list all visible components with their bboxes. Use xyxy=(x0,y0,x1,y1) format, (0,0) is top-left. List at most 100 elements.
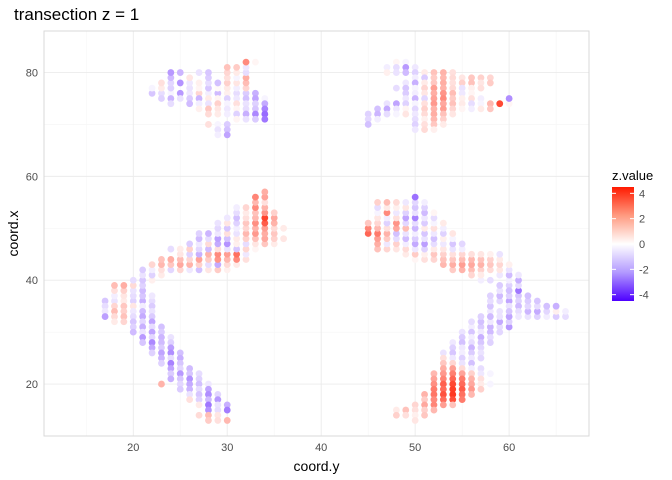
data-point xyxy=(411,126,419,134)
data-point xyxy=(439,84,447,92)
data-point xyxy=(242,79,250,87)
data-point xyxy=(195,69,203,76)
data-point xyxy=(111,318,118,326)
data-point xyxy=(158,323,165,331)
data-point xyxy=(430,224,438,232)
data-point xyxy=(223,63,231,71)
data-point xyxy=(383,240,391,248)
data-point xyxy=(195,235,203,243)
data-point xyxy=(167,84,175,92)
data-point xyxy=(111,313,118,320)
data-point xyxy=(205,100,212,108)
data-point xyxy=(458,396,466,404)
data-point xyxy=(411,209,419,217)
data-point xyxy=(458,74,466,82)
data-point xyxy=(477,74,485,82)
data-point xyxy=(270,235,278,243)
data-point xyxy=(449,266,457,274)
data-point xyxy=(167,95,175,102)
data-point xyxy=(223,417,231,424)
data-point xyxy=(374,230,381,237)
data-point xyxy=(186,365,194,372)
data-point xyxy=(543,307,551,315)
data-point xyxy=(477,95,485,102)
data-point xyxy=(505,95,513,102)
data-point xyxy=(392,209,400,217)
data-point xyxy=(139,266,147,274)
data-point xyxy=(214,235,222,243)
data-point xyxy=(214,219,222,227)
data-point xyxy=(383,110,391,118)
data-point xyxy=(402,224,410,232)
x-axis-title: coord.y xyxy=(294,458,340,474)
data-point xyxy=(505,282,513,289)
data-point xyxy=(505,297,513,305)
data-point xyxy=(402,219,410,227)
data-point xyxy=(158,79,165,87)
data-point xyxy=(449,391,457,398)
data-point xyxy=(223,105,231,113)
data-point xyxy=(486,105,494,113)
data-point xyxy=(411,89,419,97)
data-point xyxy=(486,313,494,320)
data-point xyxy=(477,365,485,372)
data-point xyxy=(195,245,203,253)
legend-tick-label: 4 xyxy=(639,188,645,200)
data-point xyxy=(374,224,381,232)
data-point xyxy=(261,214,269,222)
data-point xyxy=(402,198,410,206)
data-point xyxy=(383,219,391,227)
data-point xyxy=(411,250,419,258)
data-point xyxy=(252,115,259,123)
data-point xyxy=(486,276,494,284)
data-point xyxy=(233,250,241,258)
data-point xyxy=(402,69,410,76)
data-point xyxy=(411,193,419,201)
data-point xyxy=(458,349,466,357)
data-point xyxy=(101,313,109,320)
data-point xyxy=(214,240,222,248)
data-point xyxy=(421,84,428,92)
data-point xyxy=(186,256,194,263)
data-point xyxy=(468,84,475,92)
data-point xyxy=(158,84,165,92)
data-point xyxy=(439,380,447,388)
data-point xyxy=(486,370,494,378)
data-point xyxy=(449,74,457,82)
data-point xyxy=(270,219,278,227)
data-point xyxy=(120,282,128,289)
data-point xyxy=(223,89,231,97)
data-point xyxy=(242,214,250,222)
data-point xyxy=(515,271,522,279)
data-point xyxy=(167,79,175,87)
data-point xyxy=(205,245,212,253)
data-point xyxy=(364,115,372,123)
data-point xyxy=(421,121,428,128)
data-point xyxy=(374,214,381,222)
data-point xyxy=(252,105,259,113)
data-point xyxy=(223,266,231,274)
data-point xyxy=(252,58,259,66)
data-point xyxy=(449,396,457,404)
data-point xyxy=(430,219,438,227)
data-point xyxy=(421,95,428,102)
data-point xyxy=(252,198,259,206)
data-point xyxy=(430,380,438,388)
data-point xyxy=(430,235,438,243)
data-point xyxy=(402,100,410,108)
data-point xyxy=(468,344,475,352)
data-point xyxy=(449,256,457,263)
data-point xyxy=(421,245,428,253)
data-point xyxy=(449,375,457,383)
data-point xyxy=(261,204,269,211)
data-point xyxy=(477,349,485,357)
data-point xyxy=(158,89,165,97)
data-point xyxy=(148,297,156,305)
data-point xyxy=(430,230,438,237)
data-point xyxy=(214,230,222,237)
data-point xyxy=(223,245,231,253)
data-point xyxy=(242,224,250,232)
data-point xyxy=(129,307,137,315)
data-point xyxy=(101,307,109,315)
data-point xyxy=(439,375,447,383)
